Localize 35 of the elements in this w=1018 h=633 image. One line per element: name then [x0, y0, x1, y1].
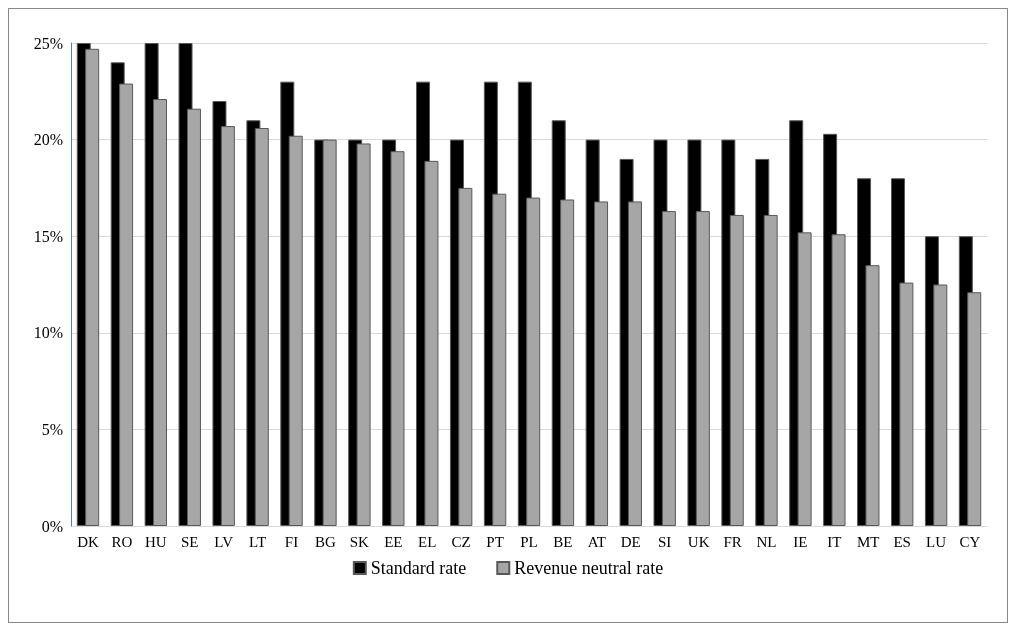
- x-tick-label: IT: [827, 533, 842, 550]
- x-tick-label: EE: [384, 533, 403, 550]
- x-tick-label: DE: [620, 533, 641, 550]
- x-tick-label: FR: [723, 533, 742, 550]
- x-tick-label: LV: [214, 533, 234, 550]
- x-tick-label: HU: [144, 533, 167, 550]
- legend-label: Revenue neutral rate: [514, 558, 664, 578]
- x-tick-label: LT: [249, 533, 267, 550]
- x-tick-label: LU: [926, 533, 947, 550]
- x-tick-label: PT: [486, 533, 504, 550]
- x-tick-label: PL: [520, 533, 538, 550]
- x-tick-label: DK: [77, 533, 99, 550]
- legend-label: Standard rate: [370, 558, 467, 578]
- x-tick-label: CZ: [451, 533, 471, 550]
- y-tick-label: 10%: [33, 324, 63, 342]
- x-tick-label: SK: [349, 533, 370, 550]
- x-tick-label: ES: [893, 533, 911, 550]
- x-tick-label: FI: [284, 533, 299, 550]
- y-tick-label: 20%: [33, 131, 63, 149]
- x-tick-label: EL: [418, 533, 437, 550]
- y-tick-label: 25%: [33, 34, 63, 52]
- x-tick-label: BG: [315, 533, 337, 550]
- x-tick-label: RO: [111, 533, 133, 550]
- x-tick-label: BE: [553, 533, 573, 550]
- y-tick-label: 15%: [33, 227, 63, 245]
- x-tick-label: SI: [658, 533, 672, 550]
- x-tick-label: SE: [180, 533, 199, 550]
- x-tick-label: MT: [857, 533, 880, 550]
- y-tick-label: 0%: [41, 517, 63, 535]
- x-tick-label: AT: [587, 533, 607, 550]
- y-tick-label: 5%: [41, 420, 63, 438]
- x-tick-label: IE: [793, 533, 808, 550]
- x-tick-label: CY: [959, 533, 981, 550]
- x-tick-label: UK: [687, 533, 710, 550]
- x-tick-label: NL: [756, 533, 777, 550]
